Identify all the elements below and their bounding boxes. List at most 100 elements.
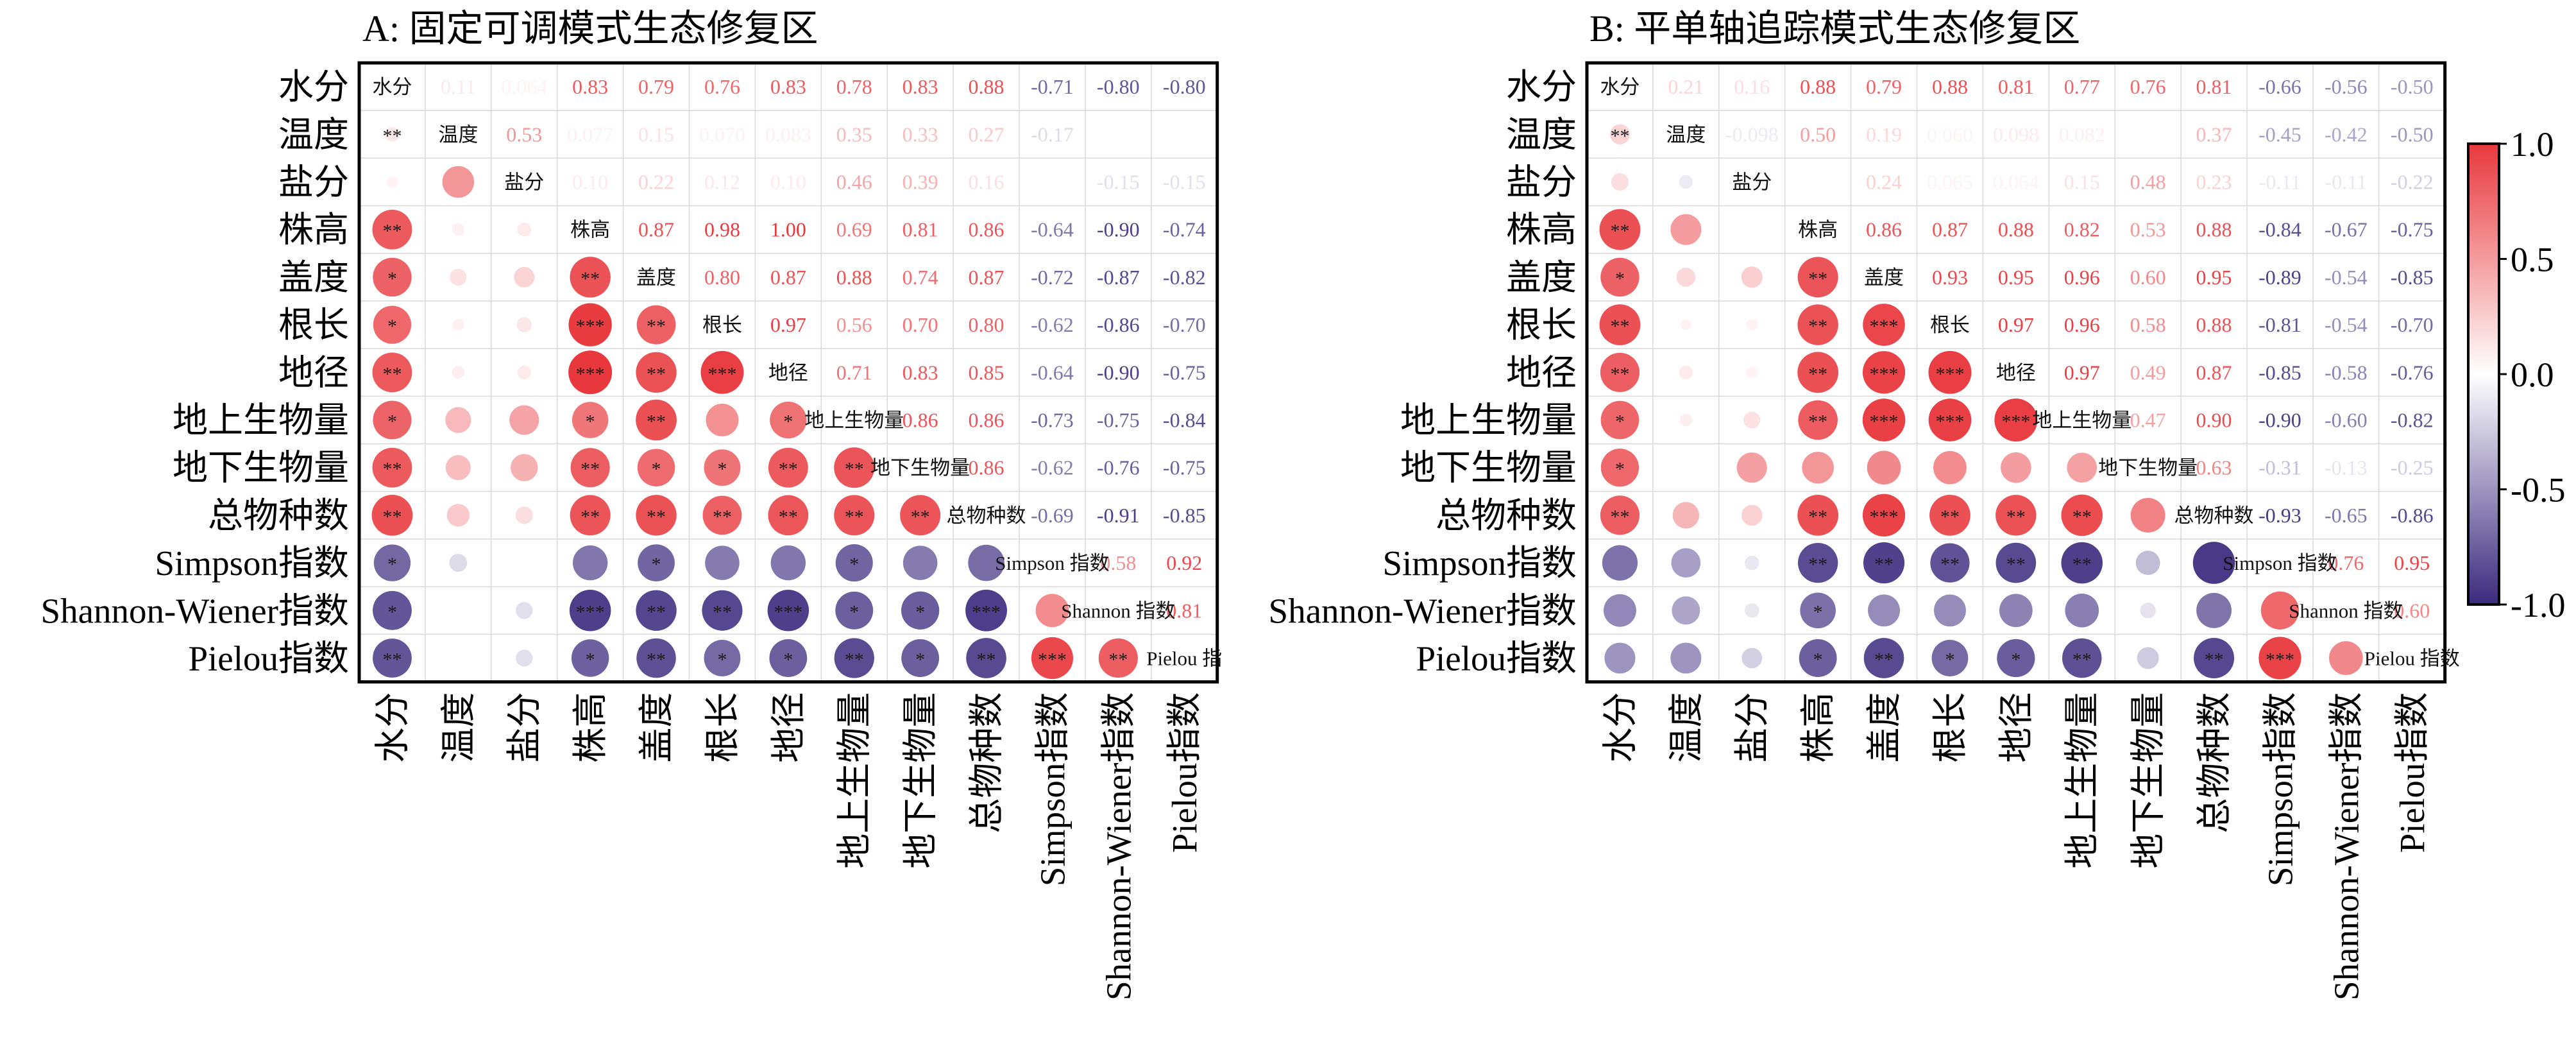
p0-corr-value: -0.75 [1097, 409, 1140, 432]
p1-corr-circle [1931, 640, 1969, 676]
p0-corr-value: 0.92 [1166, 551, 1202, 574]
p1-diagonal-label: 水分 [1600, 76, 1640, 98]
p1-corr-value: -0.25 [2391, 456, 2434, 479]
p0-corr-circle [834, 638, 874, 678]
p1-corr-value: 0.37 [2196, 123, 2232, 146]
p0-significance-stars: * [915, 649, 925, 671]
p1-corr-value: -0.89 [2258, 266, 2301, 289]
p0-corr-value: 0.87 [638, 218, 674, 241]
p1-significance-stars: ** [1610, 363, 1629, 384]
p0-corr-circle [450, 268, 467, 286]
p1-row-label: Pielou指数 [1416, 639, 1577, 678]
p1-significance-stars: ** [1808, 316, 1827, 337]
p0-corr-circle [452, 319, 464, 331]
p1-corr-circle [1996, 542, 2037, 583]
p0-diagonal-label: Pielou 指 [1146, 648, 1222, 670]
p1-corr-circle [2062, 638, 2102, 678]
p0-corr-circle [373, 639, 412, 678]
p0-corr-value: 0.81 [902, 218, 938, 241]
p1-significance-stars: ** [2072, 506, 2092, 528]
p1-corr-value: -0.75 [2391, 218, 2434, 241]
p0-corr-circle [1031, 637, 1074, 680]
p0-corr-circle [568, 350, 613, 395]
colorbar-tick-label: -1.0 [2511, 586, 2565, 624]
p0-corr-circle [446, 504, 470, 527]
p1-corr-circle [1994, 399, 2038, 442]
p0-corr-circle [636, 638, 676, 678]
p0-corr-value: 0.077 [567, 123, 613, 146]
p1-corr-circle [2137, 647, 2159, 669]
p1-corr-value: -0.31 [2258, 456, 2301, 479]
p0-corr-circle [385, 127, 400, 142]
p1-row-label: 水分 [1506, 67, 1577, 107]
p1-corr-value: 0.082 [2059, 123, 2105, 146]
p0-corr-circle [704, 640, 741, 676]
p1-corr-circle [1602, 545, 1638, 581]
p0-corr-value: 0.87 [969, 266, 1004, 289]
p1-corr-circle [1868, 594, 1901, 627]
p0-significance-stars: ** [382, 125, 402, 146]
p0-corr-value: 0.80 [969, 313, 1004, 336]
p0-column-label: 温度 [439, 692, 478, 763]
p1-corr-circle [1744, 603, 1759, 618]
p1-column-label: Pielou指数 [2393, 692, 2432, 853]
p0-corr-value: -0.80 [1163, 75, 1206, 98]
p0-corr-circle [373, 544, 411, 581]
p0-corr-value: 0.33 [902, 123, 938, 146]
p1-corr-value: 0.96 [2064, 266, 2100, 289]
p0-significance-stars: ** [713, 601, 732, 622]
p1-corr-value: 0.95 [2196, 266, 2232, 289]
p1-significance-stars: ** [1610, 506, 1629, 528]
p1-corr-value: 0.81 [1998, 75, 2034, 98]
p0-diagonal-label: 地径 [768, 361, 808, 384]
p0-significance-stars: ** [580, 268, 600, 289]
p1-corr-value: 0.88 [2196, 218, 2232, 241]
p1-corr-circle [1741, 648, 1763, 669]
p1-corr-value: 0.76 [2328, 551, 2364, 574]
p0-corr-value: -0.62 [1031, 456, 1074, 479]
colorbar-gradient [2467, 142, 2500, 606]
p0-column-label: Shannon-Wiener指数 [1099, 692, 1138, 1000]
p1-column-label: 根长 [1931, 692, 1970, 763]
p0-corr-value: 0.27 [969, 123, 1004, 146]
p0-corr-value: 0.76 [704, 75, 740, 98]
p0-corr-circle [770, 401, 807, 439]
p1-corr-value: -0.65 [2325, 504, 2368, 527]
p0-corr-circle [770, 545, 806, 581]
p1-corr-value: 0.23 [2196, 171, 2232, 194]
p1-significance-stars: * [1813, 649, 1823, 671]
p1-corr-value: 0.93 [1932, 266, 1968, 289]
p1-corr-circle [2258, 637, 2301, 680]
p0-corr-value: -0.64 [1031, 361, 1074, 384]
p1-corr-circle [1863, 638, 1904, 678]
p1-corr-circle [1802, 451, 1834, 484]
p0-corr-circle [834, 495, 875, 536]
p0-significance-stars: ** [382, 363, 402, 384]
p1-corr-value: -0.13 [2325, 456, 2368, 479]
p1-corr-value: -0.22 [2391, 171, 2434, 194]
p0-column-label: 根长 [703, 692, 742, 763]
p1-corr-value: -0.42 [2325, 123, 2368, 146]
p1-corr-circle [1746, 319, 1758, 330]
p0-corr-value: 0.83 [572, 75, 608, 98]
p1-significance-stars: ** [2072, 649, 2092, 671]
colorbar-tick-label: 1.0 [2511, 125, 2554, 164]
p1-corr-circle [1797, 352, 1839, 393]
p0-corr-value: 0.10 [770, 171, 806, 194]
p0-corr-circle [517, 222, 532, 237]
p0-significance-stars: * [783, 411, 793, 433]
p0-significance-stars: ** [647, 506, 666, 528]
p0-corr-value: -0.90 [1097, 218, 1140, 241]
p0-corr-value: 0.71 [836, 361, 872, 384]
p0-corr-circle [386, 176, 398, 188]
p1-corr-value: -0.84 [2258, 218, 2301, 241]
p1-corr-value: 0.97 [2064, 361, 2100, 384]
p0-column-label: 总物种数 [967, 692, 1006, 834]
p1-row-label: Simpson指数 [1382, 544, 1577, 583]
p0-significance-stars: * [387, 268, 397, 289]
p0-corr-value: -0.71 [1031, 75, 1074, 98]
p1-significance-stars: *** [1870, 363, 1899, 384]
p0-corr-value: -0.69 [1031, 504, 1074, 527]
p0-corr-circle [637, 449, 675, 486]
p1-column-label: Simpson指数 [2260, 692, 2300, 887]
